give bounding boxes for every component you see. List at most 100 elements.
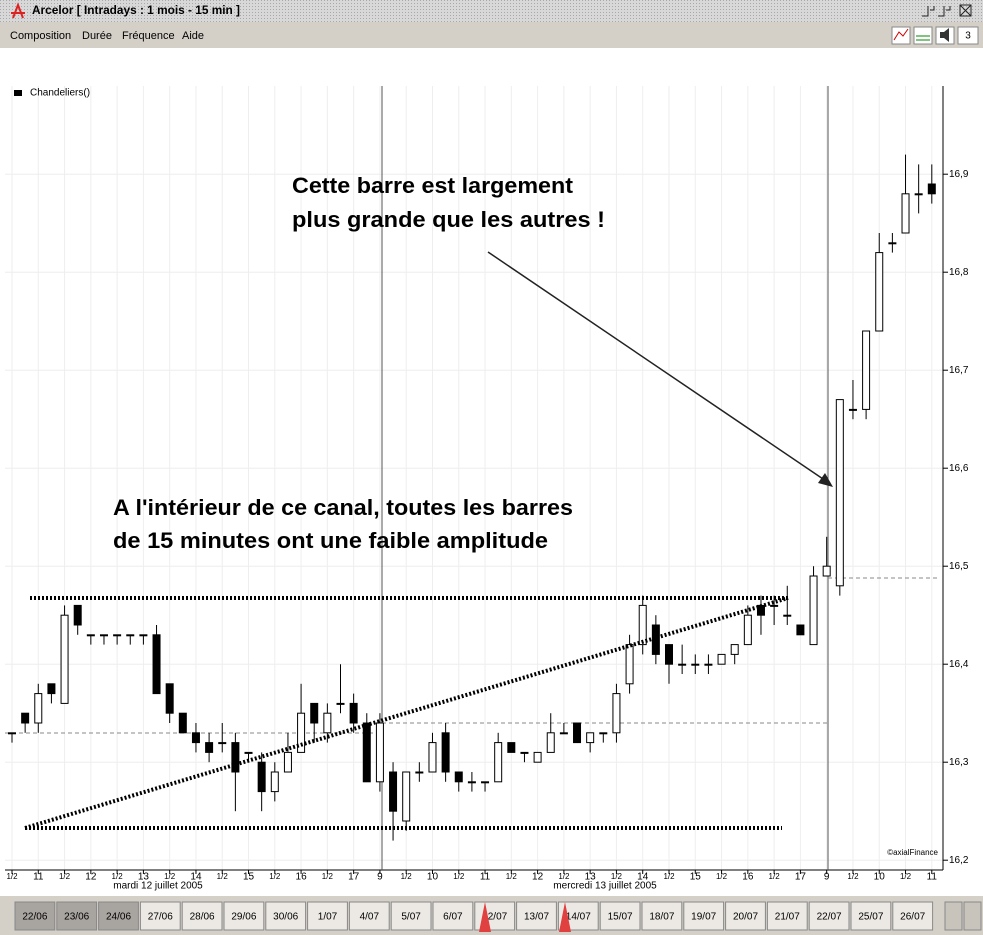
- day-label: mercredi 13 juillet 2005: [553, 881, 657, 892]
- date-tab[interactable]: [348, 901, 390, 931]
- tab-marker: [559, 902, 571, 932]
- annotation: de 15 minutes ont une faible amplitude: [113, 528, 548, 553]
- x-tick-label: 9: [824, 872, 830, 883]
- candle-body: [743, 614, 752, 646]
- x-tick-label: 12: [85, 872, 97, 883]
- candle-body: [283, 751, 292, 773]
- date-tab-label: 18/07: [649, 912, 674, 923]
- x-tick-label: 1/2: [269, 872, 281, 881]
- date-tab-label: 29/06: [231, 912, 256, 923]
- x-tick-label: 1/2: [847, 872, 859, 881]
- candle-body: [704, 663, 713, 666]
- candle-body: [60, 614, 69, 704]
- menu-item[interactable]: Composition: [10, 30, 71, 42]
- candle-body: [494, 742, 503, 783]
- date-tab[interactable]: [181, 901, 223, 931]
- candle-body: [533, 751, 542, 763]
- toolbar-icons[interactable]: 3: [891, 26, 979, 45]
- window-title: Arcelor [ Intradays : 1 mois - 15 min ]: [32, 3, 240, 17]
- date-tab[interactable]: [139, 901, 181, 931]
- date-tab[interactable]: [808, 901, 850, 931]
- x-tick-label: 14: [637, 872, 649, 883]
- tab-marker: [479, 902, 491, 932]
- menu-item[interactable]: Aide: [182, 30, 204, 42]
- window-buttons[interactable]: [922, 4, 972, 17]
- x-tick-label: 15: [243, 872, 255, 883]
- candle-body: [218, 742, 227, 745]
- date-tab-label: 12/07: [482, 912, 507, 923]
- legend-label: Chandeliers(): [30, 88, 90, 99]
- date-tab[interactable]: [390, 901, 432, 931]
- date-tab[interactable]: [599, 901, 641, 931]
- candle-body: [901, 193, 910, 234]
- x-tick-label: 12: [532, 872, 544, 883]
- date-tab-label: 15/07: [608, 912, 633, 923]
- x-tick-label: 9: [377, 872, 383, 883]
- date-tab[interactable]: [850, 901, 892, 931]
- date-tab-label: 1/07: [318, 912, 338, 923]
- x-tick-label: 17: [348, 872, 360, 883]
- candle-body: [481, 781, 490, 784]
- date-tab[interactable]: [892, 901, 934, 931]
- x-tick-label: 1/2: [217, 872, 229, 881]
- channel-trend-line: [24, 596, 789, 830]
- candle-body: [139, 634, 148, 637]
- x-tick-label: 10: [427, 872, 439, 883]
- menu-item[interactable]: Durée: [82, 30, 112, 42]
- y-tick-label: 16,3: [949, 757, 969, 768]
- title-bar-pattern: [248, 3, 898, 19]
- x-tick-label: 13: [585, 872, 597, 883]
- date-tab[interactable]: [14, 901, 56, 931]
- candle-body: [191, 732, 200, 744]
- x-tick-label: 11: [927, 872, 938, 883]
- candle-body: [835, 399, 844, 587]
- date-tab[interactable]: [223, 901, 265, 931]
- candle-body: [99, 634, 108, 637]
- y-tick-label: 16,4: [949, 659, 969, 670]
- candle-body: [244, 751, 253, 754]
- date-tab-label: 30/06: [273, 912, 298, 923]
- candle-body: [415, 771, 424, 774]
- candle-body: [927, 183, 936, 195]
- x-tick-label: 1/2: [611, 872, 623, 881]
- date-tab[interactable]: [265, 901, 307, 931]
- candle-body: [783, 614, 792, 617]
- credit: ©axialFinance: [887, 848, 938, 857]
- x-tick-label: 1/2: [900, 872, 912, 881]
- date-tab[interactable]: [641, 901, 683, 931]
- candle-body: [402, 771, 411, 822]
- menu-item[interactable]: Fréquence: [122, 30, 175, 42]
- date-tab[interactable]: [307, 901, 348, 931]
- candle-body: [389, 771, 398, 812]
- x-tick-label: 1/2: [59, 872, 71, 881]
- date-tab-label: 13/07: [524, 912, 549, 923]
- annotation: plus grande que les autres !: [292, 207, 605, 232]
- candle-body: [375, 722, 384, 783]
- candle-body: [822, 565, 831, 577]
- date-tab[interactable]: [516, 901, 557, 931]
- candle-body: [231, 742, 240, 773]
- date-tab[interactable]: [98, 901, 139, 931]
- candle-body: [573, 722, 582, 744]
- scroll-buttons[interactable]: [944, 901, 982, 931]
- date-tab[interactable]: [432, 901, 474, 931]
- candle-body: [310, 702, 319, 724]
- candle-body: [678, 663, 687, 666]
- candle-body: [467, 781, 476, 784]
- x-tick-label: 13: [138, 872, 150, 883]
- date-tab[interactable]: [725, 901, 766, 931]
- candle-body: [86, 634, 95, 637]
- date-tab-label: 5/07: [401, 912, 421, 923]
- candle-body: [691, 663, 700, 666]
- date-tab[interactable]: [683, 901, 725, 931]
- date-tab-label: 6/07: [443, 912, 463, 923]
- candle-body: [507, 742, 516, 753]
- date-tab[interactable]: [56, 901, 98, 931]
- x-tick-label: 1/2: [663, 872, 675, 881]
- candle-body: [441, 732, 450, 773]
- candle-body: [323, 712, 332, 734]
- date-tab[interactable]: [766, 901, 808, 931]
- date-tab-label: 19/07: [691, 912, 716, 923]
- y-tick-label: 16,6: [949, 463, 969, 474]
- x-tick-label: 16: [296, 872, 308, 883]
